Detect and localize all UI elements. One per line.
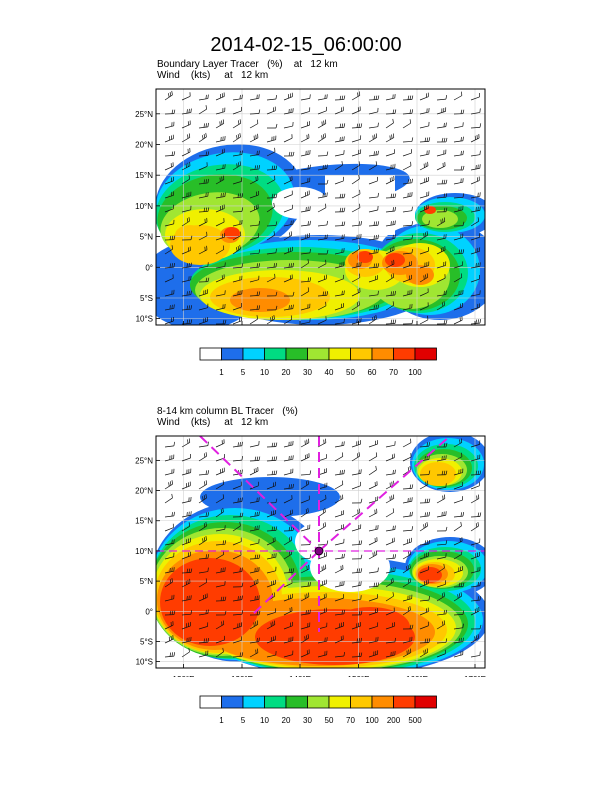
panel2-map: 25°N 20°N 15°N 10°N 5°N 0° 5°S 10°S 120°E 130°E 14… xyxy=(135,435,486,677)
panel1-subtitle-line2: Wind (kts) at 12 km xyxy=(157,70,269,81)
panel2-cross-section-lines xyxy=(156,436,485,632)
colorbar-label: 10 xyxy=(260,716,269,725)
colorbar-swatch xyxy=(285,695,308,709)
colorbar-swatch xyxy=(307,347,330,361)
colorbar-swatch xyxy=(328,695,351,709)
colorbar-label: 500 xyxy=(408,716,422,725)
colorbar-label: 10 xyxy=(260,368,269,377)
colorbar-swatch xyxy=(393,347,416,361)
colorbar-label: 100 xyxy=(365,716,379,725)
colorbar-swatch xyxy=(285,347,308,361)
lat-label: 5°N xyxy=(140,577,154,586)
lat-label: 10°N xyxy=(135,202,153,211)
colorbar-swatch xyxy=(199,695,222,709)
lat-label: 5°S xyxy=(140,637,153,646)
colorbar-label: 100 xyxy=(408,368,422,377)
colorbar-swatch xyxy=(371,347,394,361)
panel2-tracer-field xyxy=(156,436,485,668)
colorbar-swatch xyxy=(393,695,416,709)
colorbar-label: 20 xyxy=(282,716,291,725)
colorbar-label: 70 xyxy=(389,368,398,377)
lat-label: 25°N xyxy=(135,456,153,465)
colorbar-label: 50 xyxy=(325,716,334,725)
colorbar-label: 70 xyxy=(346,716,355,725)
center-marker xyxy=(314,546,324,556)
lon-label: 120°E xyxy=(173,675,195,677)
lon-label: 140°E xyxy=(289,675,311,677)
colorbar-swatch xyxy=(307,695,330,709)
panel2-colorbar: 1 5 10 20 30 50 70 100 200 500 xyxy=(199,695,437,725)
lat-label: 0° xyxy=(145,607,153,616)
colorbar-swatch xyxy=(414,347,437,361)
colorbar-label: 50 xyxy=(346,368,355,377)
colorbar-swatch xyxy=(242,695,265,709)
lon-label: 170°E xyxy=(464,675,486,677)
colorbar-swatch xyxy=(350,695,373,709)
panel2-wind-barbs xyxy=(164,438,482,658)
lat-label: 15°N xyxy=(135,171,153,180)
cross-line-ne xyxy=(318,436,451,552)
panel1-frame xyxy=(155,88,486,326)
lat-label: 0° xyxy=(145,263,153,272)
lat-label: 20°N xyxy=(135,141,153,150)
panel1-axis-labels: 25°N20°N15°N10°N5°N0°5°S10°S120°E130°E14… xyxy=(135,110,476,325)
cross-line-nw xyxy=(199,436,320,552)
colorbar-swatch xyxy=(221,695,244,709)
panel2-subtitle-line1: 8-14 km column BL Tracer (%) xyxy=(157,406,298,417)
panel2-frame xyxy=(155,435,486,669)
colorbar-swatch xyxy=(350,347,373,361)
colorbar-swatch xyxy=(371,695,394,709)
panel1-wind-barbs xyxy=(164,90,482,325)
main-title: 2014-02-15_06:00:00 xyxy=(210,34,402,56)
colorbar-label: 20 xyxy=(282,368,291,377)
lon-label: 160°E xyxy=(406,675,428,677)
colorbar-label: 60 xyxy=(368,368,377,377)
colorbar-label: 1 xyxy=(219,368,224,377)
panel1-gridlines xyxy=(156,89,485,325)
colorbar-label: 30 xyxy=(303,716,312,725)
lat-label: 25°N xyxy=(135,110,153,119)
colorbar-swatch xyxy=(221,347,244,361)
lat-label: 20°N xyxy=(135,487,153,496)
panel1-colorbar: 1 5 10 20 30 40 50 60 70 100 xyxy=(199,347,437,377)
colorbar-swatch xyxy=(414,695,437,709)
panel1-subtitle-line1: Boundary Layer Tracer (%) at 12 km xyxy=(157,59,338,70)
colorbar-swatch xyxy=(242,347,265,361)
lat-label: 10°S xyxy=(136,658,153,667)
lat-label: 5°N xyxy=(140,233,154,242)
colorbar-label: 5 xyxy=(241,716,246,725)
lon-label: 130°E xyxy=(231,675,253,677)
panel2-subtitle-line2: Wind (kts) at 12 km xyxy=(157,417,269,428)
lat-label: 5°S xyxy=(140,294,153,303)
colorbar-label: 1 xyxy=(219,716,224,725)
colorbar-label: 200 xyxy=(387,716,401,725)
lat-label: 10°N xyxy=(135,547,153,556)
colorbar-swatch xyxy=(264,347,287,361)
colorbar-label: 30 xyxy=(303,368,312,377)
colorbar-swatch xyxy=(199,347,222,361)
lon-label: 150°E xyxy=(348,675,370,677)
colorbar-label: 5 xyxy=(241,368,246,377)
colorbar-swatch xyxy=(328,347,351,361)
lat-label: 15°N xyxy=(135,517,153,526)
colorbar-label: 40 xyxy=(325,368,334,377)
lat-label: 10°S xyxy=(136,315,153,324)
panel2-axis-labels: 25°N 20°N 15°N 10°N 5°N 0° 5°S 10°S 120°E 130°E 14… xyxy=(135,456,486,677)
colorbar-swatch xyxy=(264,695,287,709)
panel1-map: 25°N20°N15°N10°N5°N0°5°S10°S120°E130°E14… xyxy=(135,88,486,326)
